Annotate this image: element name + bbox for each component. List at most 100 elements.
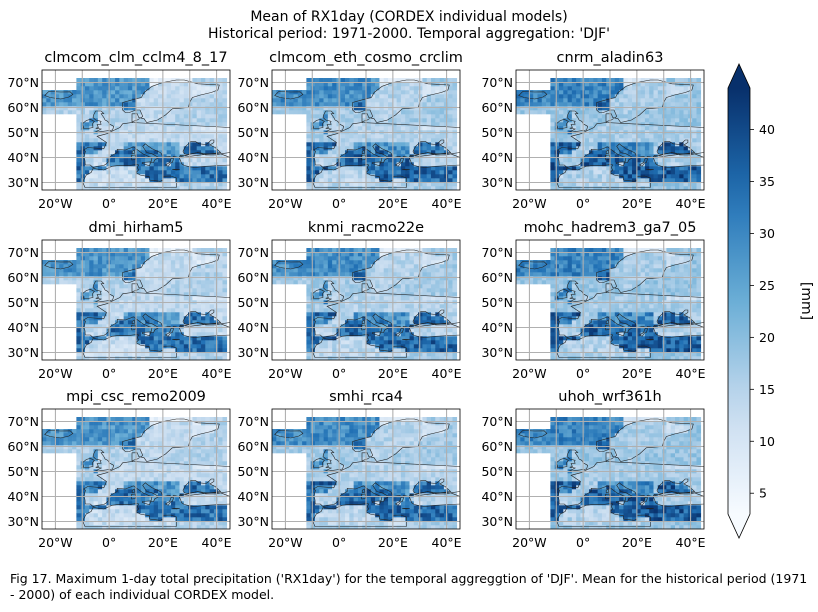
lon-tick-label: 0°: [332, 535, 346, 550]
lon-tick-label: 20°W: [512, 366, 547, 381]
map-panels: clmcom_clm_cclm4_8_17 30°N 40°N 50°N 60°N 70°…: [7, 50, 705, 550]
lon-tick-label: 20°W: [512, 196, 547, 211]
lon-tick-label: 20°E: [622, 366, 652, 381]
lat-tick-label: 70°N: [7, 414, 39, 429]
lon-tick-label: 40°E: [676, 366, 706, 381]
map-frame: [271, 69, 461, 191]
lat-tick-label: 50°N: [481, 125, 513, 140]
colorbar: 5 10 15 20 25 30 35 40 [mm]: [727, 63, 814, 539]
colorbar-tick-label: 30: [759, 226, 775, 241]
colorbar-tick-label: 35: [759, 174, 775, 189]
lon-tick-label: 20°E: [148, 366, 178, 381]
map-frame: [41, 69, 231, 191]
lat-tick-label: 60°N: [7, 270, 39, 285]
lon-tick-label: 40°E: [202, 535, 232, 550]
precip-field: [516, 78, 702, 190]
gridlines: [42, 240, 230, 360]
lat-tick-label: 70°N: [481, 414, 513, 429]
lon-tick-label: 40°E: [202, 196, 232, 211]
lon-tick-label: 20°W: [268, 366, 303, 381]
lon-tick-label: 20°W: [38, 196, 73, 211]
panel-title: dmi_hirham5: [89, 220, 184, 236]
lon-tick-label: 0°: [102, 196, 116, 211]
lat-tick-label: 40°N: [481, 150, 513, 165]
lat-tick-label: 40°N: [481, 320, 513, 335]
map-frame: [41, 408, 231, 530]
lon-tick-label: 0°: [576, 196, 590, 211]
map-frame: [271, 408, 461, 530]
lon-tick-label: 20°E: [378, 196, 408, 211]
lat-tick-label: 70°N: [237, 245, 269, 260]
lat-tick-label: 70°N: [237, 414, 269, 429]
panel-title: mohc_hadrem3_ga7_05: [524, 220, 697, 236]
lon-tick-label: 0°: [102, 535, 116, 550]
figure-caption: Fig 17. Maximum 1-day total precipitatio…: [10, 571, 808, 602]
lon-tick-label: 0°: [332, 196, 346, 211]
lat-tick-label: 60°N: [481, 270, 513, 285]
colorbar-extend-max: [728, 64, 750, 88]
lat-tick-label: 70°N: [7, 245, 39, 260]
lat-tick-label: 30°N: [237, 514, 269, 529]
map-panel: mohc_hadrem3_ga7_05 30°N 40°N 50°N 60°N 70°N 2…: [481, 220, 705, 381]
lat-tick-label: 50°N: [237, 464, 269, 479]
gridlines: [516, 409, 704, 529]
lon-tick-label: 20°W: [38, 535, 73, 550]
lat-tick-label: 40°N: [237, 489, 269, 504]
lat-tick-label: 30°N: [237, 345, 269, 360]
precip-field: [42, 78, 228, 190]
figure-title: Mean of RX1day (CORDEX individual models…: [250, 9, 568, 25]
lon-tick-label: 40°E: [432, 366, 462, 381]
colorbar-tick-label: 40: [759, 122, 775, 137]
lat-tick-label: 60°N: [7, 439, 39, 454]
lon-tick-label: 20°E: [148, 535, 178, 550]
map-panel: cnrm_aladin63 30°N 40°N 50°N 60°N 70°N 20°W 0° 2…: [481, 50, 705, 211]
lat-tick-label: 30°N: [7, 514, 39, 529]
map-panel: mpi_csc_remo2009 30°N 40°N 50°N 60°N 70°N 20°W…: [7, 389, 231, 550]
lon-tick-label: 20°E: [378, 366, 408, 381]
precip-field: [42, 248, 228, 360]
colorbar-label: [mm]: [798, 282, 814, 320]
lat-tick-label: 40°N: [7, 489, 39, 504]
panel-title: clmcom_clm_cclm4_8_17: [44, 50, 227, 66]
lat-tick-label: 30°N: [237, 175, 269, 190]
panel-title: cnrm_aladin63: [557, 50, 664, 66]
panel-title: smhi_rca4: [329, 389, 403, 405]
colorbar-tick-label: 5: [759, 486, 767, 501]
lon-tick-label: 0°: [576, 366, 590, 381]
map-frame: [515, 239, 705, 361]
colorbar-tick-label: 25: [759, 278, 775, 293]
lat-tick-label: 40°N: [237, 150, 269, 165]
map-frame: [515, 69, 705, 191]
colorbar-tick-label: 15: [759, 382, 775, 397]
gridlines: [42, 409, 230, 529]
colorbar-scale: [728, 88, 750, 514]
map-panel: dmi_hirham5 30°N 40°N 50°N 60°N 70°N 20°W 0° 20°…: [7, 220, 231, 381]
lon-tick-label: 20°W: [268, 196, 303, 211]
lat-tick-label: 60°N: [481, 439, 513, 454]
lon-tick-label: 20°E: [622, 196, 652, 211]
lat-tick-label: 50°N: [7, 125, 39, 140]
lat-tick-label: 30°N: [481, 345, 513, 360]
lon-tick-label: 0°: [576, 535, 590, 550]
map-panel: clmcom_eth_cosmo_crclim 30°N 40°N 50°N 60°N 7…: [237, 50, 462, 211]
lon-tick-label: 0°: [332, 366, 346, 381]
lat-tick-label: 50°N: [7, 464, 39, 479]
lat-tick-label: 40°N: [7, 320, 39, 335]
lat-tick-label: 30°N: [481, 175, 513, 190]
colorbar-outline: [727, 63, 751, 539]
colorbar-tick-label: 20: [759, 330, 775, 345]
lat-tick-label: 60°N: [237, 270, 269, 285]
lat-tick-label: 60°N: [7, 100, 39, 115]
lon-tick-label: 40°E: [432, 535, 462, 550]
lat-tick-label: 30°N: [481, 514, 513, 529]
lon-tick-label: 20°E: [622, 535, 652, 550]
panel-title: uhoh_wrf361h: [558, 389, 661, 405]
lat-tick-label: 70°N: [481, 75, 513, 90]
lat-tick-label: 60°N: [237, 100, 269, 115]
colorbar-extend-min: [728, 514, 750, 538]
lat-tick-label: 40°N: [481, 489, 513, 504]
lat-tick-label: 70°N: [7, 75, 39, 90]
lon-tick-label: 40°E: [432, 196, 462, 211]
lat-tick-label: 30°N: [7, 175, 39, 190]
lat-tick-label: 50°N: [7, 295, 39, 310]
